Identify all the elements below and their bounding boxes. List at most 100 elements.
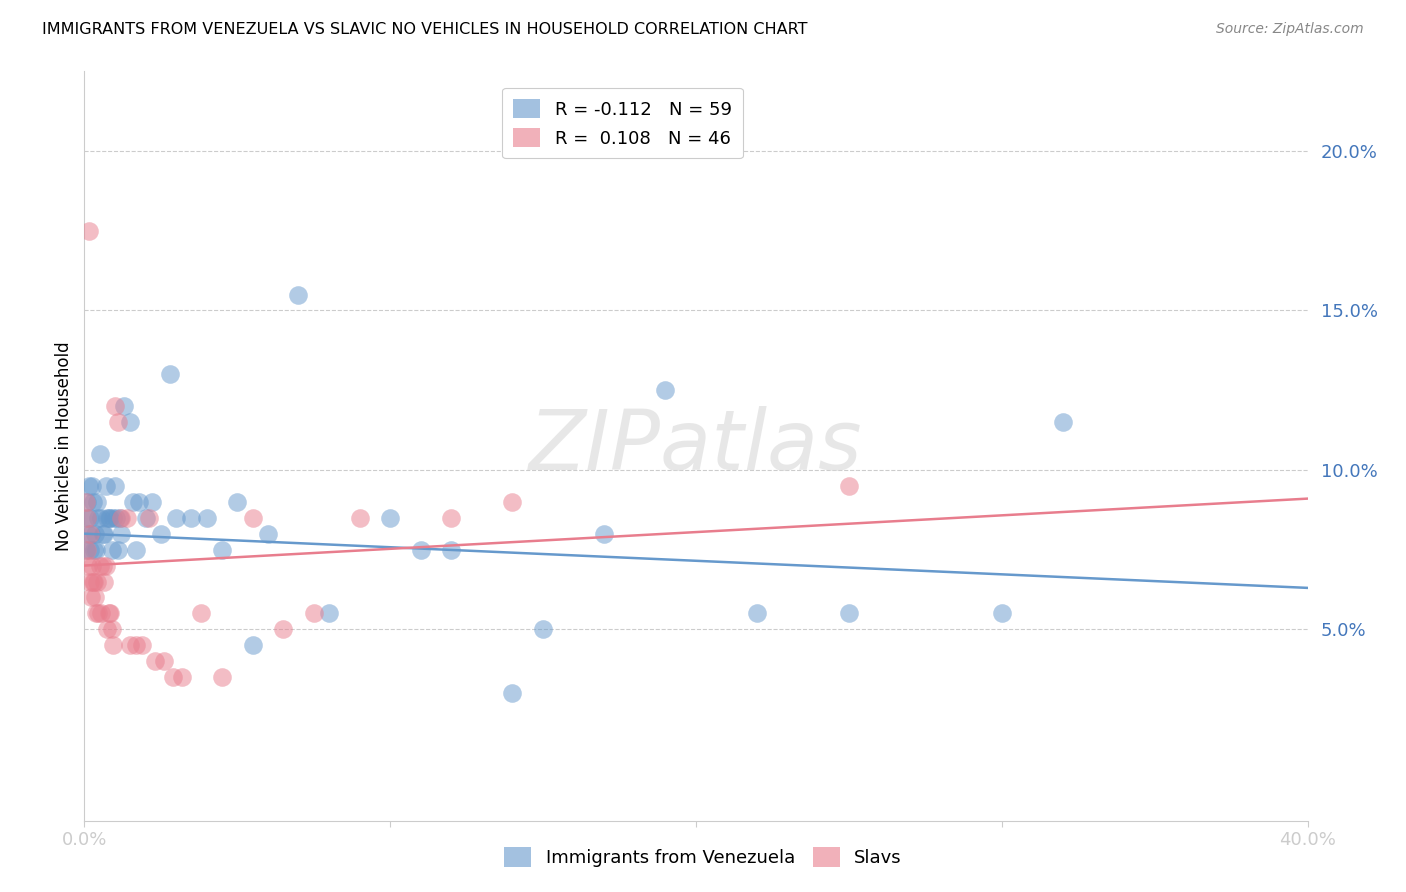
Point xyxy=(242,638,264,652)
Point xyxy=(96,510,118,524)
Point xyxy=(79,542,101,557)
Point xyxy=(76,495,98,509)
Point xyxy=(80,591,103,605)
Point xyxy=(79,526,101,541)
Point xyxy=(86,495,108,509)
Point xyxy=(87,607,110,621)
Point xyxy=(141,495,163,509)
Point xyxy=(135,510,157,524)
Point xyxy=(101,542,124,557)
Point xyxy=(82,574,104,589)
Point xyxy=(90,510,112,524)
Point xyxy=(79,574,101,589)
Point xyxy=(97,510,120,524)
Point xyxy=(108,510,131,524)
Point xyxy=(153,654,176,668)
Point xyxy=(94,558,117,573)
Point xyxy=(94,479,117,493)
Point xyxy=(103,638,125,652)
Point xyxy=(107,542,129,557)
Point xyxy=(87,510,110,524)
Point xyxy=(242,510,264,524)
Point xyxy=(110,526,132,541)
Point xyxy=(654,383,676,397)
Point xyxy=(90,607,112,621)
Point xyxy=(128,495,150,509)
Point xyxy=(747,607,769,621)
Point xyxy=(287,287,309,301)
Point xyxy=(120,638,142,652)
Point xyxy=(84,526,107,541)
Point xyxy=(162,670,184,684)
Point xyxy=(84,591,107,605)
Point xyxy=(125,638,148,652)
Point xyxy=(122,495,145,509)
Point xyxy=(105,510,128,524)
Point xyxy=(77,558,100,573)
Point xyxy=(83,542,105,557)
Point xyxy=(86,574,108,589)
Point xyxy=(211,542,233,557)
Point xyxy=(190,607,212,621)
Point xyxy=(107,415,129,429)
Point xyxy=(180,510,202,524)
Point xyxy=(103,510,125,524)
Point xyxy=(112,399,135,413)
Point xyxy=(165,510,187,524)
Point xyxy=(271,623,294,637)
Point xyxy=(104,399,127,413)
Legend: Immigrants from Venezuela, Slavs: Immigrants from Venezuela, Slavs xyxy=(496,839,910,874)
Point xyxy=(531,623,554,637)
Text: Source: ZipAtlas.com: Source: ZipAtlas.com xyxy=(1216,22,1364,37)
Point xyxy=(149,526,172,541)
Point xyxy=(77,224,100,238)
Point xyxy=(502,495,524,509)
Point xyxy=(380,510,402,524)
Point xyxy=(83,574,105,589)
Point xyxy=(195,510,218,524)
Point xyxy=(82,495,104,509)
Point xyxy=(98,510,121,524)
Point xyxy=(257,526,280,541)
Point xyxy=(93,526,115,541)
Point xyxy=(991,607,1014,621)
Point xyxy=(77,479,100,493)
Point xyxy=(138,510,160,524)
Point xyxy=(110,510,132,524)
Point xyxy=(226,495,249,509)
Point xyxy=(409,542,432,557)
Point xyxy=(98,607,121,621)
Point xyxy=(80,526,103,541)
Point xyxy=(80,558,103,573)
Point xyxy=(84,607,107,621)
Point xyxy=(76,510,98,524)
Point xyxy=(80,479,103,493)
Point xyxy=(76,510,98,524)
Point xyxy=(318,607,340,621)
Point xyxy=(1052,415,1074,429)
Point xyxy=(838,479,860,493)
Point xyxy=(349,510,371,524)
Point xyxy=(440,542,463,557)
Point xyxy=(131,638,153,652)
Point xyxy=(172,670,194,684)
Point xyxy=(89,558,111,573)
Point xyxy=(104,479,127,493)
Point xyxy=(77,526,100,541)
Point xyxy=(96,623,118,637)
Point xyxy=(76,542,98,557)
Point xyxy=(440,510,463,524)
Point xyxy=(143,654,166,668)
Point xyxy=(101,623,124,637)
Point xyxy=(93,574,115,589)
Point xyxy=(502,686,524,700)
Point xyxy=(120,415,142,429)
Point xyxy=(75,542,97,557)
Point xyxy=(75,495,97,509)
Point xyxy=(79,510,101,524)
Text: ZIPatlas: ZIPatlas xyxy=(529,406,863,486)
Point xyxy=(302,607,325,621)
Point xyxy=(84,542,107,557)
Point xyxy=(593,526,616,541)
Legend: R = -0.112   N = 59, R =  0.108   N = 46: R = -0.112 N = 59, R = 0.108 N = 46 xyxy=(502,88,742,159)
